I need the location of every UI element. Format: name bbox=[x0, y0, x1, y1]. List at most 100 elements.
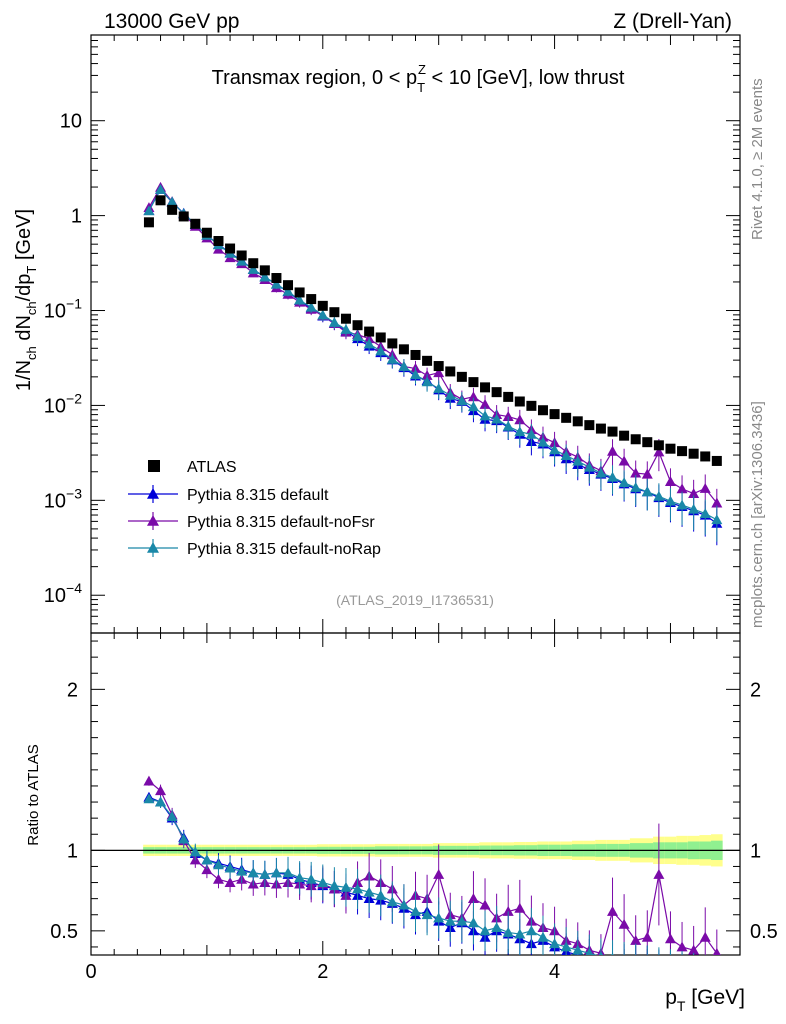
data-point-2 bbox=[641, 486, 653, 497]
data-point-1 bbox=[618, 455, 630, 466]
ratio-point-0 bbox=[642, 958, 653, 968]
atlas-point bbox=[653, 440, 664, 451]
ratio-point-1 bbox=[653, 869, 665, 879]
data-point-1 bbox=[433, 367, 445, 378]
atlas-point bbox=[259, 265, 270, 276]
ratio-point-2 bbox=[259, 869, 271, 879]
ratio-point-1 bbox=[712, 947, 721, 955]
data-point-2 bbox=[514, 426, 526, 437]
legend-atlas-marker bbox=[148, 460, 160, 472]
ratio-point-2 bbox=[294, 872, 306, 883]
ratio-point-0 bbox=[619, 956, 630, 966]
atlas-point bbox=[236, 250, 247, 261]
ratio-point-2 bbox=[700, 966, 711, 976]
data-point-1 bbox=[676, 483, 688, 494]
data-point-2 bbox=[421, 376, 433, 387]
atlas-point bbox=[375, 332, 386, 343]
atlas-point bbox=[688, 448, 699, 459]
ratio-uncertainty-band bbox=[91, 834, 740, 867]
data-point-2 bbox=[410, 369, 421, 380]
atlas-point bbox=[410, 349, 421, 360]
atlas-point bbox=[201, 227, 212, 238]
x-tick-label: 2 bbox=[317, 961, 328, 983]
data-point-1 bbox=[688, 488, 700, 498]
ratio-point-1 bbox=[143, 775, 155, 786]
atlas-point bbox=[595, 423, 606, 434]
data-point-2 bbox=[676, 499, 688, 510]
data-point-1 bbox=[653, 446, 665, 457]
data-point-2 bbox=[340, 323, 352, 334]
ratio-tick-label-left: 1 bbox=[67, 840, 78, 862]
legend-label: Pythia 8.315 default-noFsr bbox=[187, 514, 375, 531]
data-point-2 bbox=[479, 410, 491, 421]
ratio-point-1 bbox=[676, 941, 688, 952]
y-tick-label: 10−1 bbox=[44, 296, 82, 323]
ratio-point-2 bbox=[433, 912, 445, 923]
ratio-point-1 bbox=[467, 893, 479, 904]
data-point-2 bbox=[583, 461, 595, 472]
ratio-point-1 bbox=[664, 933, 676, 944]
atlas-point bbox=[491, 387, 502, 398]
data-point-2 bbox=[363, 338, 375, 349]
legend-marker bbox=[147, 515, 159, 526]
header-process-label: Z (Drell-Yan) bbox=[613, 10, 732, 33]
data-point-2 bbox=[398, 360, 410, 371]
atlas-point bbox=[630, 434, 641, 445]
ratio-point-1 bbox=[514, 902, 526, 913]
atlas-point bbox=[306, 294, 317, 305]
ratio-point-1 bbox=[641, 931, 653, 942]
data-point-1 bbox=[664, 476, 676, 487]
ratio-point-2 bbox=[305, 873, 317, 884]
ratio-point-1 bbox=[630, 935, 642, 945]
ratio-point-1 bbox=[688, 944, 700, 955]
atlas-point bbox=[572, 416, 583, 427]
atlas-point bbox=[711, 455, 722, 466]
data-point-1 bbox=[514, 414, 526, 425]
atlas-point bbox=[584, 420, 595, 431]
ratio-point-1 bbox=[201, 864, 213, 875]
ratio-point-2 bbox=[642, 958, 653, 968]
y-tick-label: 10−2 bbox=[44, 390, 82, 417]
atlas-point bbox=[677, 446, 688, 457]
main-y-axis-label: 1/Nch dNch/dpT [GeV] bbox=[13, 209, 39, 391]
data-point-2 bbox=[386, 353, 398, 364]
atlas-point bbox=[283, 280, 294, 291]
data-point-2 bbox=[607, 471, 619, 482]
data-point-2 bbox=[270, 278, 282, 289]
y-tick-label: 10−4 bbox=[44, 580, 82, 607]
ratio-point-2 bbox=[224, 862, 236, 873]
ratio-point-2 bbox=[444, 915, 456, 926]
data-point-2 bbox=[711, 514, 723, 525]
legend-marker bbox=[147, 542, 159, 553]
ratio-point-2 bbox=[711, 967, 722, 977]
legend-label: Pythia 8.315 default-noRap bbox=[187, 541, 381, 558]
data-point-2 bbox=[664, 495, 676, 506]
ratio-plot: 0.5 0.5 1 1 2 2 0 2 4 bbox=[50, 632, 778, 983]
data-point-1 bbox=[641, 468, 653, 479]
ratio-point-1 bbox=[155, 785, 167, 796]
ratio-point-2 bbox=[270, 867, 282, 878]
data-point-1 bbox=[467, 391, 479, 402]
ratio-point-2 bbox=[178, 833, 190, 844]
ratio-data-marks bbox=[143, 775, 722, 977]
ratio-point-1 bbox=[224, 877, 236, 887]
y-tick-label: 1 bbox=[71, 206, 82, 228]
legend-label: Pythia 8.315 default bbox=[187, 487, 329, 504]
data-point-2 bbox=[155, 183, 167, 194]
data-point-1 bbox=[502, 411, 514, 421]
ratio-point-2 bbox=[317, 877, 329, 887]
data-point-1 bbox=[699, 482, 711, 493]
ratio-point-2 bbox=[212, 859, 224, 870]
ratio-point-2 bbox=[189, 846, 201, 857]
data-point-1 bbox=[607, 445, 619, 456]
x-tick-label: 4 bbox=[549, 961, 560, 983]
x-axis-label: pT [GeV] bbox=[665, 986, 745, 1014]
ratio-point-2 bbox=[410, 906, 421, 916]
ratio-point-0 bbox=[688, 966, 699, 976]
data-point-2 bbox=[247, 263, 259, 274]
ratio-tick-label-right: 0.5 bbox=[750, 921, 778, 943]
ratio-y-axis-label: Ratio to ATLAS bbox=[25, 744, 42, 845]
atlas-point bbox=[167, 204, 178, 215]
ratio-point-2 bbox=[155, 796, 167, 807]
data-point-2 bbox=[688, 503, 700, 514]
